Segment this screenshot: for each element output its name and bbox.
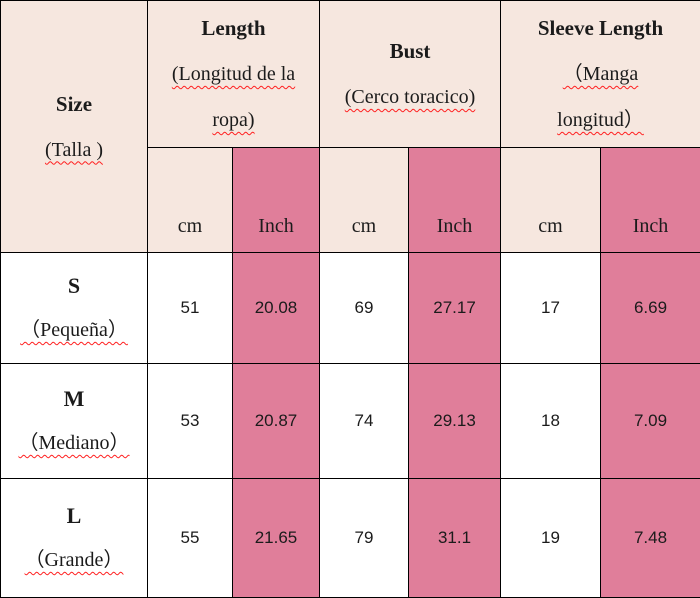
length-cm-value: 53 <box>148 364 233 479</box>
size-spanish-label: （Grande） <box>1 538 147 583</box>
length-inch-value: 21.65 <box>233 479 320 598</box>
sleeve-inch-value: 6.69 <box>601 253 700 364</box>
sleeve-cm-unit-cell: cm <box>501 148 601 253</box>
bust-inch-unit-cell: Inch <box>409 148 501 253</box>
length-inch-unit-cell: Inch <box>233 148 320 253</box>
bust-header-title: Bust <box>320 28 500 74</box>
length-cm-unit-cell: cm <box>148 148 233 253</box>
length-header-cell: Length (Longitud de la ropa) <box>148 1 320 148</box>
sleeve-cm-value: 19 <box>501 479 601 598</box>
size-header-subtitle: (Talla ) <box>1 127 147 173</box>
table-row-size-l: L （Grande） 55 21.65 79 31.1 19 7.48 <box>1 479 700 598</box>
sleeve-length-header-title: Sleeve Length <box>501 5 700 51</box>
sleeve-inch-unit-cell: Inch <box>601 148 700 253</box>
size-letter: L <box>1 493 147 538</box>
sleeve-cm-value: 17 <box>501 253 601 364</box>
bust-header-subtitle: (Cerco toracico) <box>320 74 500 120</box>
header-group-row: Size (Talla ) Length (Longitud de la rop… <box>1 1 700 148</box>
unit-label-inch: Inch <box>633 215 669 237</box>
unit-label-inch: Inch <box>437 215 473 237</box>
size-label-cell-l: L （Grande） <box>1 479 148 598</box>
bust-inch-value: 31.1 <box>409 479 501 598</box>
unit-label-cm: cm <box>178 215 202 237</box>
bust-inch-value: 29.13 <box>409 364 501 479</box>
unit-label-cm: cm <box>538 215 562 237</box>
bust-header-cell: Bust (Cerco toracico) <box>320 1 501 148</box>
bust-cm-value: 69 <box>320 253 409 364</box>
bust-cm-unit-cell: cm <box>320 148 409 253</box>
bust-inch-value: 27.17 <box>409 253 501 364</box>
sleeve-length-header-cell: Sleeve Length （Manga longitud） <box>501 1 700 148</box>
size-letter: M <box>1 376 147 421</box>
length-cm-value: 51 <box>148 253 233 364</box>
size-spanish-label: （Pequeña） <box>1 308 147 353</box>
sleeve-length-header-subtitle-line2: longitud） <box>501 97 700 143</box>
sleeve-length-header-subtitle-line1: （Manga <box>501 51 700 97</box>
length-inch-value: 20.08 <box>233 253 320 364</box>
size-spanish-label: （Mediano） <box>1 421 147 466</box>
sleeve-cm-value: 18 <box>501 364 601 479</box>
length-header-subtitle-line2: ropa) <box>148 97 319 143</box>
length-header-subtitle-line1: (Longitud de la <box>148 51 319 97</box>
length-inch-value: 20.87 <box>233 364 320 479</box>
length-cm-value: 55 <box>148 479 233 598</box>
bust-cm-value: 74 <box>320 364 409 479</box>
length-header-title: Length <box>148 5 319 51</box>
size-header-cell: Size (Talla ) <box>1 1 148 253</box>
size-header-title: Size <box>1 81 147 127</box>
sleeve-inch-value: 7.09 <box>601 364 700 479</box>
size-label-cell-m: M （Mediano） <box>1 364 148 479</box>
size-label-cell-s: S （Pequeña） <box>1 253 148 364</box>
unit-label-inch: Inch <box>258 215 294 237</box>
table-row-size-s: S （Pequeña） 51 20.08 69 27.17 17 6.69 <box>1 253 700 364</box>
bust-cm-value: 79 <box>320 479 409 598</box>
unit-label-cm: cm <box>352 215 376 237</box>
sleeve-inch-value: 7.48 <box>601 479 700 598</box>
size-letter: S <box>1 263 147 308</box>
table-row-size-m: M （Mediano） 53 20.87 74 29.13 18 7.09 <box>1 364 700 479</box>
